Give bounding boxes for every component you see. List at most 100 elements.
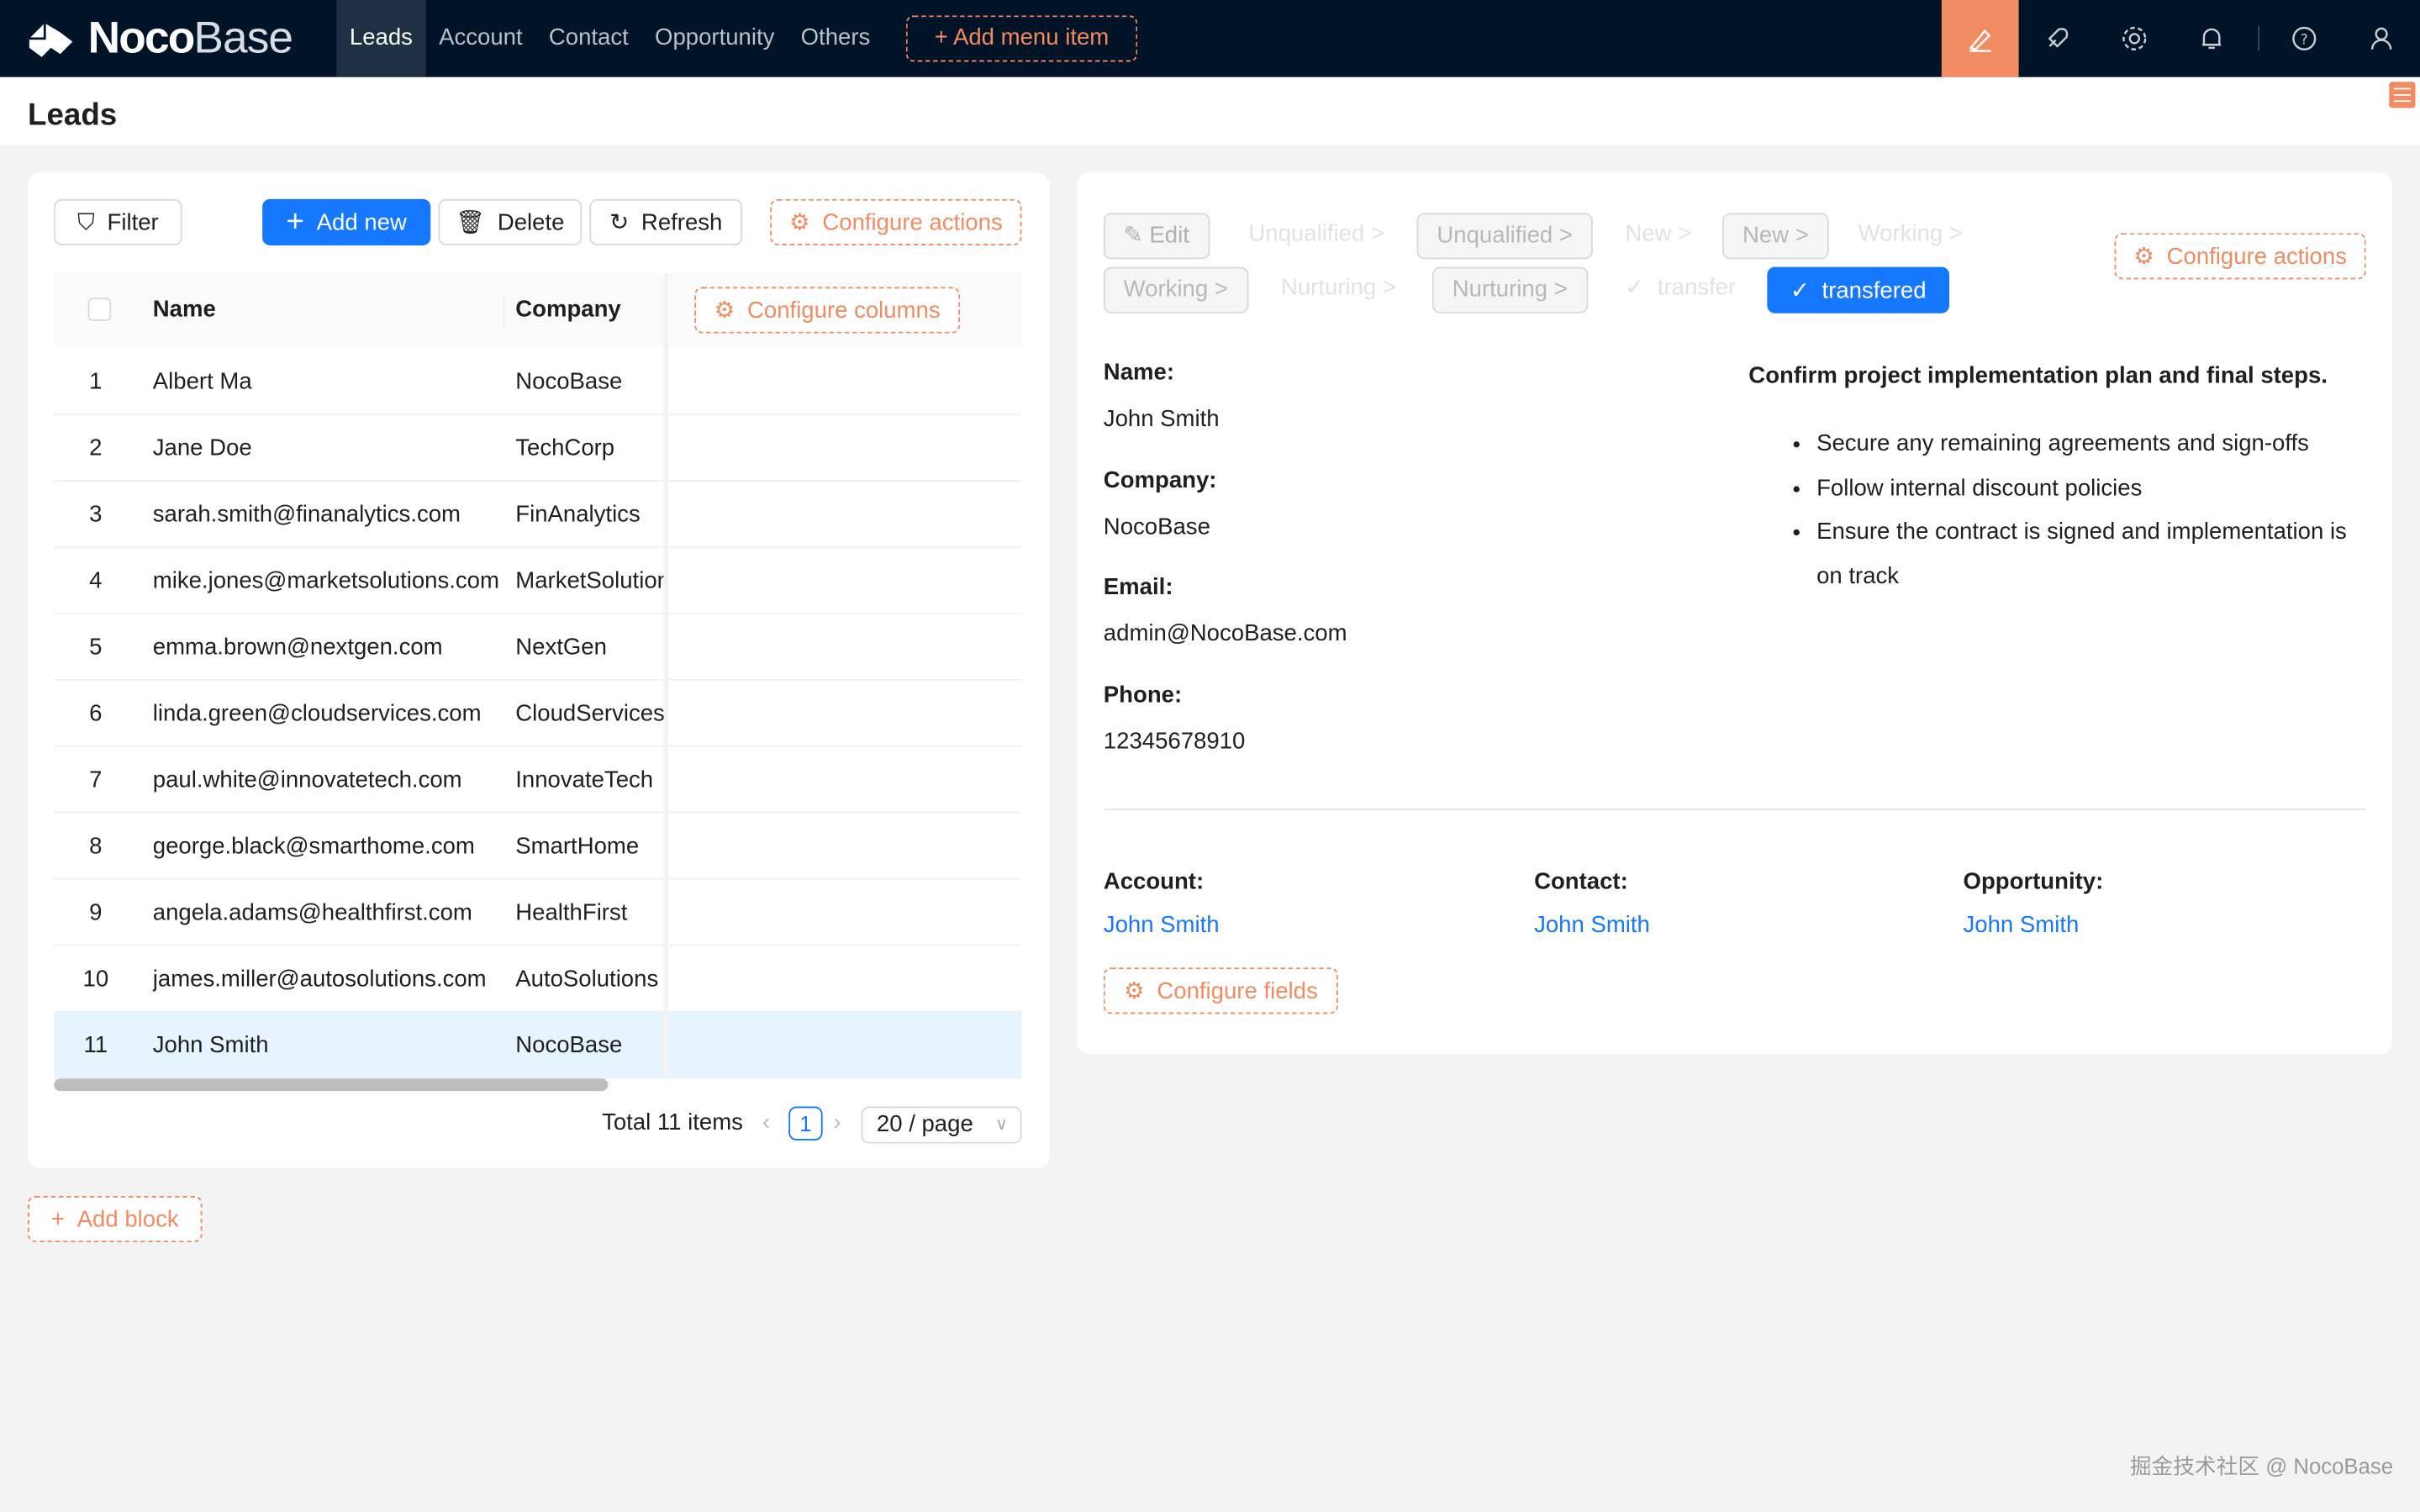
table-row[interactable]: 6 linda.green@cloudservices.com CloudSer… [54,681,1022,747]
relation-link-account[interactable]: John Smith [1103,912,1220,939]
menu-contact[interactable]: Contact [548,24,629,51]
refresh-label: Refresh [641,208,723,236]
logo[interactable]: Noco Base [26,13,293,65]
prev-page-button[interactable]: ‹ [762,1109,771,1136]
divider [1103,809,2366,810]
row-number: 8 [89,833,103,860]
lead-detail-block [1077,172,2392,1055]
page-size-select[interactable]: 20 / page ∨ [861,1106,1022,1144]
main-menu: Leads Account Contact Opportunity Others [336,0,883,77]
configure-actions-button[interactable]: ⚙ Configure actions [2114,233,2366,280]
relation-link-contact[interactable]: John Smith [1534,912,1650,939]
menu-opportunity[interactable]: Opportunity [655,24,775,51]
table-row[interactable]: 7 paul.white@innovatetech.com InnovateTe… [54,747,1022,814]
row-number: 4 [89,567,103,594]
ui-editor-button[interactable] [1941,0,2019,77]
status-transfer-ghost[interactable]: ✓ transfer [1625,267,1736,313]
gear-icon: ⚙ [2133,244,2154,271]
refresh-button[interactable]: ↻ Refresh [589,198,743,245]
table-row[interactable]: 4 mike.jones@marketsolutions.com MarketS… [54,548,1022,614]
table-row[interactable]: 5 emma.brown@nextgen.com NextGen [54,614,1022,681]
page-size-value: 20 / page [876,1110,973,1138]
page-title: Leads [28,98,118,133]
row-number: 11 [83,1032,108,1059]
page-header [0,76,2420,145]
filter-button[interactable]: ⛉ Filter [54,198,182,245]
pagination-total: Total 11 items [602,1109,743,1136]
configure-columns-button[interactable]: ⚙ Configure columns [694,287,961,334]
nocobase-logo-icon [29,23,73,57]
gear-icon: ⚙ [1123,978,1145,1005]
table-row[interactable]: 10 james.miller@autosolutions.com AutoSo… [54,946,1022,1013]
notifications-button[interactable] [2173,0,2250,77]
status-unqualified-button[interactable]: Unqualified > [1416,213,1593,260]
check-icon: ✓ [1625,274,1645,302]
relation-label-contact: Contact: [1534,868,1628,895]
trash-icon: 🗑︎ [456,209,486,236]
cell-company: FinAnalytics [515,501,641,528]
table-row[interactable]: 9 angela.adams@healthfirst.com HealthFir… [54,880,1022,946]
plugin-button[interactable] [2019,0,2096,77]
status-unqualified-ghost[interactable]: Unqualified > [1248,220,1384,247]
status-nurturing-ghost[interactable]: Nurturing > [1280,274,1396,302]
status-nurturing-button[interactable]: Nurturing > [1431,266,1588,313]
cell-name: george.black@smarthome.com [152,833,475,860]
add-new-label: Add new [316,208,407,236]
menu-others[interactable]: Others [800,24,871,51]
row-number: 5 [89,634,103,661]
user-menu-button[interactable] [2343,0,2420,77]
add-new-button[interactable]: + Add new [262,198,431,245]
cell-company: SmartHome [515,833,640,860]
edit-button[interactable]: ✎ Edit [1103,213,1210,260]
relation-label-account: Account: [1103,868,1205,895]
field-label-email: Email: [1103,574,1173,601]
status-working-button[interactable]: Working > [1103,266,1248,313]
delete-button[interactable]: 🗑︎ Delete [438,198,583,245]
watermark: 掘金技术社区 @ NocoBase [2129,1453,2394,1478]
cell-name: paul.white@innovatetech.com [152,767,462,793]
field-label-company: Company: [1103,467,1217,494]
menu-list-icon[interactable] [2389,82,2416,108]
settings-button[interactable] [2096,0,2173,77]
configure-fields-button[interactable]: ⚙ Configure fields [1103,967,1338,1014]
bell-icon [2202,28,2222,50]
plus-icon: + [286,204,304,239]
relation-label-opportunity: Opportunity: [1963,868,2104,895]
menu-account[interactable]: Account [439,24,523,51]
column-header-name[interactable]: Name [152,296,216,323]
status-new-button[interactable]: New > [1722,213,1829,260]
add-menu-item-button[interactable]: + Add menu item [905,15,1138,62]
horizontal-scrollbar[interactable] [54,1078,609,1092]
brand-bold: Noco [87,13,196,63]
nav-divider [2258,26,2260,51]
row-number: 1 [89,368,103,396]
gear-icon: ⚙ [714,298,735,324]
column-header-company[interactable]: Company [515,296,621,323]
status-new-ghost[interactable]: New > [1625,220,1692,247]
cell-company: CloudServices [515,700,664,727]
cell-name: james.miller@autosolutions.com [152,966,487,993]
row-number: 3 [89,501,103,528]
table-row[interactable]: 3 sarah.smith@finanalytics.com FinAnalyt… [54,482,1022,548]
cell-name: Jane Doe [152,435,252,461]
table-row[interactable]: 11 John Smith NocoBase [54,1012,1022,1079]
cell-company: AutoSolutions [515,966,659,993]
add-block-button[interactable]: + Add block [28,1195,203,1243]
relation-link-opportunity[interactable]: John Smith [1963,912,2080,939]
cell-name: emma.brown@nextgen.com [152,634,443,661]
status-transfered-button[interactable]: ✓ transfered [1767,266,1949,313]
menu-leads[interactable]: Leads [336,0,426,77]
status-working-ghost[interactable]: Working > [1858,220,1963,247]
help-button[interactable]: ? [2265,0,2343,77]
cell-company: NocoBase [515,368,623,396]
next-page-button[interactable]: › [833,1109,841,1136]
configure-actions-button[interactable]: ⚙ Configure actions [770,198,1022,245]
table-row[interactable]: 1 Albert Ma NocoBase [54,349,1022,415]
filter-label: Filter [107,208,159,236]
select-all-checkbox[interactable] [87,298,112,321]
configure-columns-label: Configure columns [747,297,941,324]
brand-light: Base [193,13,293,63]
table-row[interactable]: 8 george.black@smarthome.com SmartHome [54,814,1022,880]
table-row[interactable]: 2 Jane Doe TechCorp [54,415,1022,482]
page-1-button[interactable]: 1 [788,1106,823,1141]
